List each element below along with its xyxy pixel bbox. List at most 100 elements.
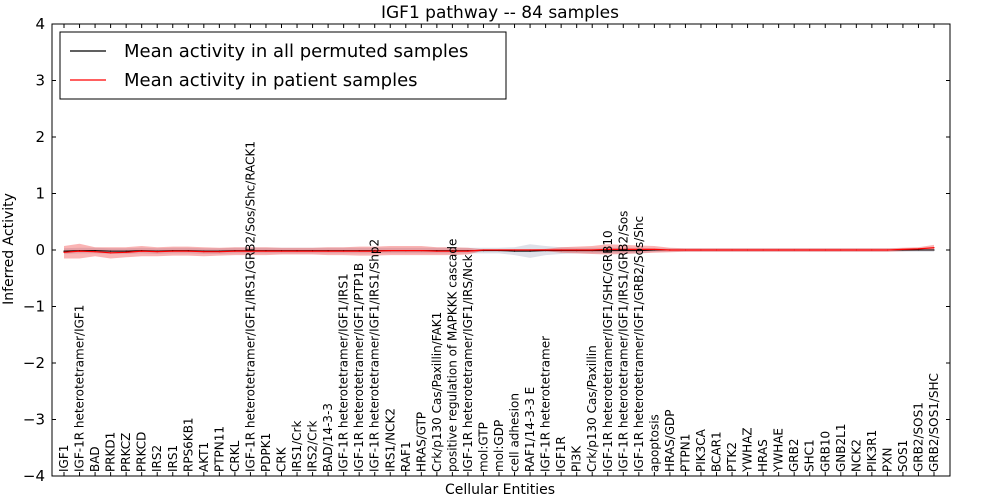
category-label: RAF1 <box>399 441 413 472</box>
category-label: IGF-1R heterotetramer/IGF1 <box>73 305 87 472</box>
patient-point <box>669 249 671 251</box>
category-label: IRS1/NCK2 <box>383 408 397 472</box>
patient-point <box>793 249 795 251</box>
plot-frame <box>51 23 951 477</box>
patient-point <box>684 249 687 251</box>
category-label: AKT1 <box>197 442 211 472</box>
category-label: PDPK1 <box>259 433 273 472</box>
patient-point <box>824 249 826 251</box>
category-label: PRKCZ <box>119 433 133 472</box>
patient-point <box>638 248 640 251</box>
patient-point <box>917 248 920 250</box>
category-label: cell adhesion <box>508 393 522 472</box>
patient-point <box>234 250 236 252</box>
category-label: YWHAZ <box>741 427 755 473</box>
category-label: Crk/p130 Cas/Paxillin <box>585 345 599 472</box>
category-label: BCAR1 <box>710 431 724 472</box>
patient-point <box>871 249 873 251</box>
category-label: GNB2L1 <box>834 424 848 472</box>
patient-point <box>545 249 547 251</box>
patient-point <box>498 249 500 251</box>
patient-point <box>731 249 733 251</box>
category-label: IGF-1R heterotetramer <box>539 336 553 472</box>
patient-point <box>420 249 422 252</box>
patient-point <box>110 252 112 254</box>
series-lines <box>63 247 935 254</box>
patient-point <box>762 249 764 251</box>
category-label: CRK <box>275 446 289 472</box>
category-label: Crk/p130 Cas/Paxillin/FAK1 <box>430 312 444 472</box>
patient-point <box>855 249 857 251</box>
y-tick-label: −4 <box>23 467 45 485</box>
category-label: apoptosis <box>647 414 661 472</box>
permuted-point <box>110 250 112 252</box>
legend-label: Mean activity in all permuted samples <box>124 41 468 62</box>
category-label: CRKL <box>228 440 242 472</box>
patient-point <box>622 248 624 251</box>
permuted-point <box>917 249 920 251</box>
category-label: IGF-1R heterotetramer/IGF1/IRS1 <box>337 273 351 472</box>
patient-point <box>451 250 453 252</box>
patient-point <box>187 250 189 252</box>
patient-point <box>436 250 438 252</box>
patient-point <box>840 249 842 251</box>
patient-point <box>482 249 485 251</box>
patient-point <box>933 247 935 249</box>
category-label: IGF-1R heterotetramer/IGF1/IRS1/GRB2/Sos <box>616 211 630 472</box>
chart-title: IGF1 pathway -- 84 samples <box>381 3 619 23</box>
permuted-point <box>638 249 640 252</box>
patient-point <box>607 248 609 251</box>
patient-point <box>389 249 391 252</box>
patient-point <box>809 249 811 251</box>
patient-point <box>63 251 65 253</box>
category-label: IGF-1R heterotetramer/IGF1/IRS/Nck <box>461 254 475 472</box>
patient-point <box>576 249 578 251</box>
permuted-point <box>529 250 531 252</box>
category-label: IRS1/Crk <box>290 421 304 472</box>
permuted-point <box>513 250 516 252</box>
category-label: PIK3R1 <box>865 430 879 472</box>
category-label: SOS1 <box>896 440 910 472</box>
category-label: IRS2 <box>150 445 164 472</box>
patient-point <box>172 250 174 252</box>
patient-point <box>513 249 516 251</box>
category-label: IGF-1R heterotetramer/IGF1/SHC/GRB10 <box>601 230 615 472</box>
category-label: IGF-1R heterotetramer/IGF1/PTP1B <box>352 263 366 472</box>
category-label: GRB10 <box>818 431 832 472</box>
permuted-point <box>933 249 935 251</box>
category-label: RPS6KB1 <box>181 417 195 472</box>
y-tick-label: 4 <box>35 15 45 33</box>
patient-point <box>700 249 702 251</box>
patient-point <box>203 251 205 253</box>
category-label: mol:GTP <box>476 422 490 472</box>
category-label: BAD/14-3-3 <box>321 403 335 472</box>
patient-point <box>218 251 220 253</box>
patient-point <box>94 251 96 253</box>
category-label: NCK2 <box>849 439 863 472</box>
patient-point <box>78 250 81 252</box>
y-tick-label: −1 <box>23 298 45 316</box>
category-label: IGF1R <box>554 436 568 472</box>
patient-point <box>125 251 127 253</box>
category-label: SHC1 <box>803 439 817 472</box>
permuted-point <box>607 249 609 252</box>
category-label: HRAS <box>756 439 770 472</box>
permuted-point <box>622 249 624 252</box>
category-label: GRB2/SOS1/SHC <box>927 373 941 472</box>
category-label: PRKD1 <box>104 432 118 472</box>
y-tick-label: −3 <box>23 411 45 429</box>
y-tick-label: 3 <box>35 72 45 90</box>
category-label: PIK3CA <box>694 428 708 472</box>
patient-point <box>296 250 298 252</box>
category-label: IGF-1R heterotetramer/IGF1/IRS1/GRB2/Sos… <box>243 141 257 472</box>
y-axis-ticks: −4 −3 −2 −1 0 1 2 3 4 <box>23 15 950 485</box>
category-label: positive regulation of MAPKKK cascade <box>445 239 459 472</box>
category-label: HRAS/GTP <box>414 412 428 472</box>
patient-point <box>343 250 345 252</box>
category-label: mol:GDP <box>492 420 506 472</box>
patient-point <box>467 250 469 252</box>
patient-point <box>280 250 283 252</box>
legend-box <box>59 31 507 100</box>
category-label: YWHAE <box>772 428 786 473</box>
